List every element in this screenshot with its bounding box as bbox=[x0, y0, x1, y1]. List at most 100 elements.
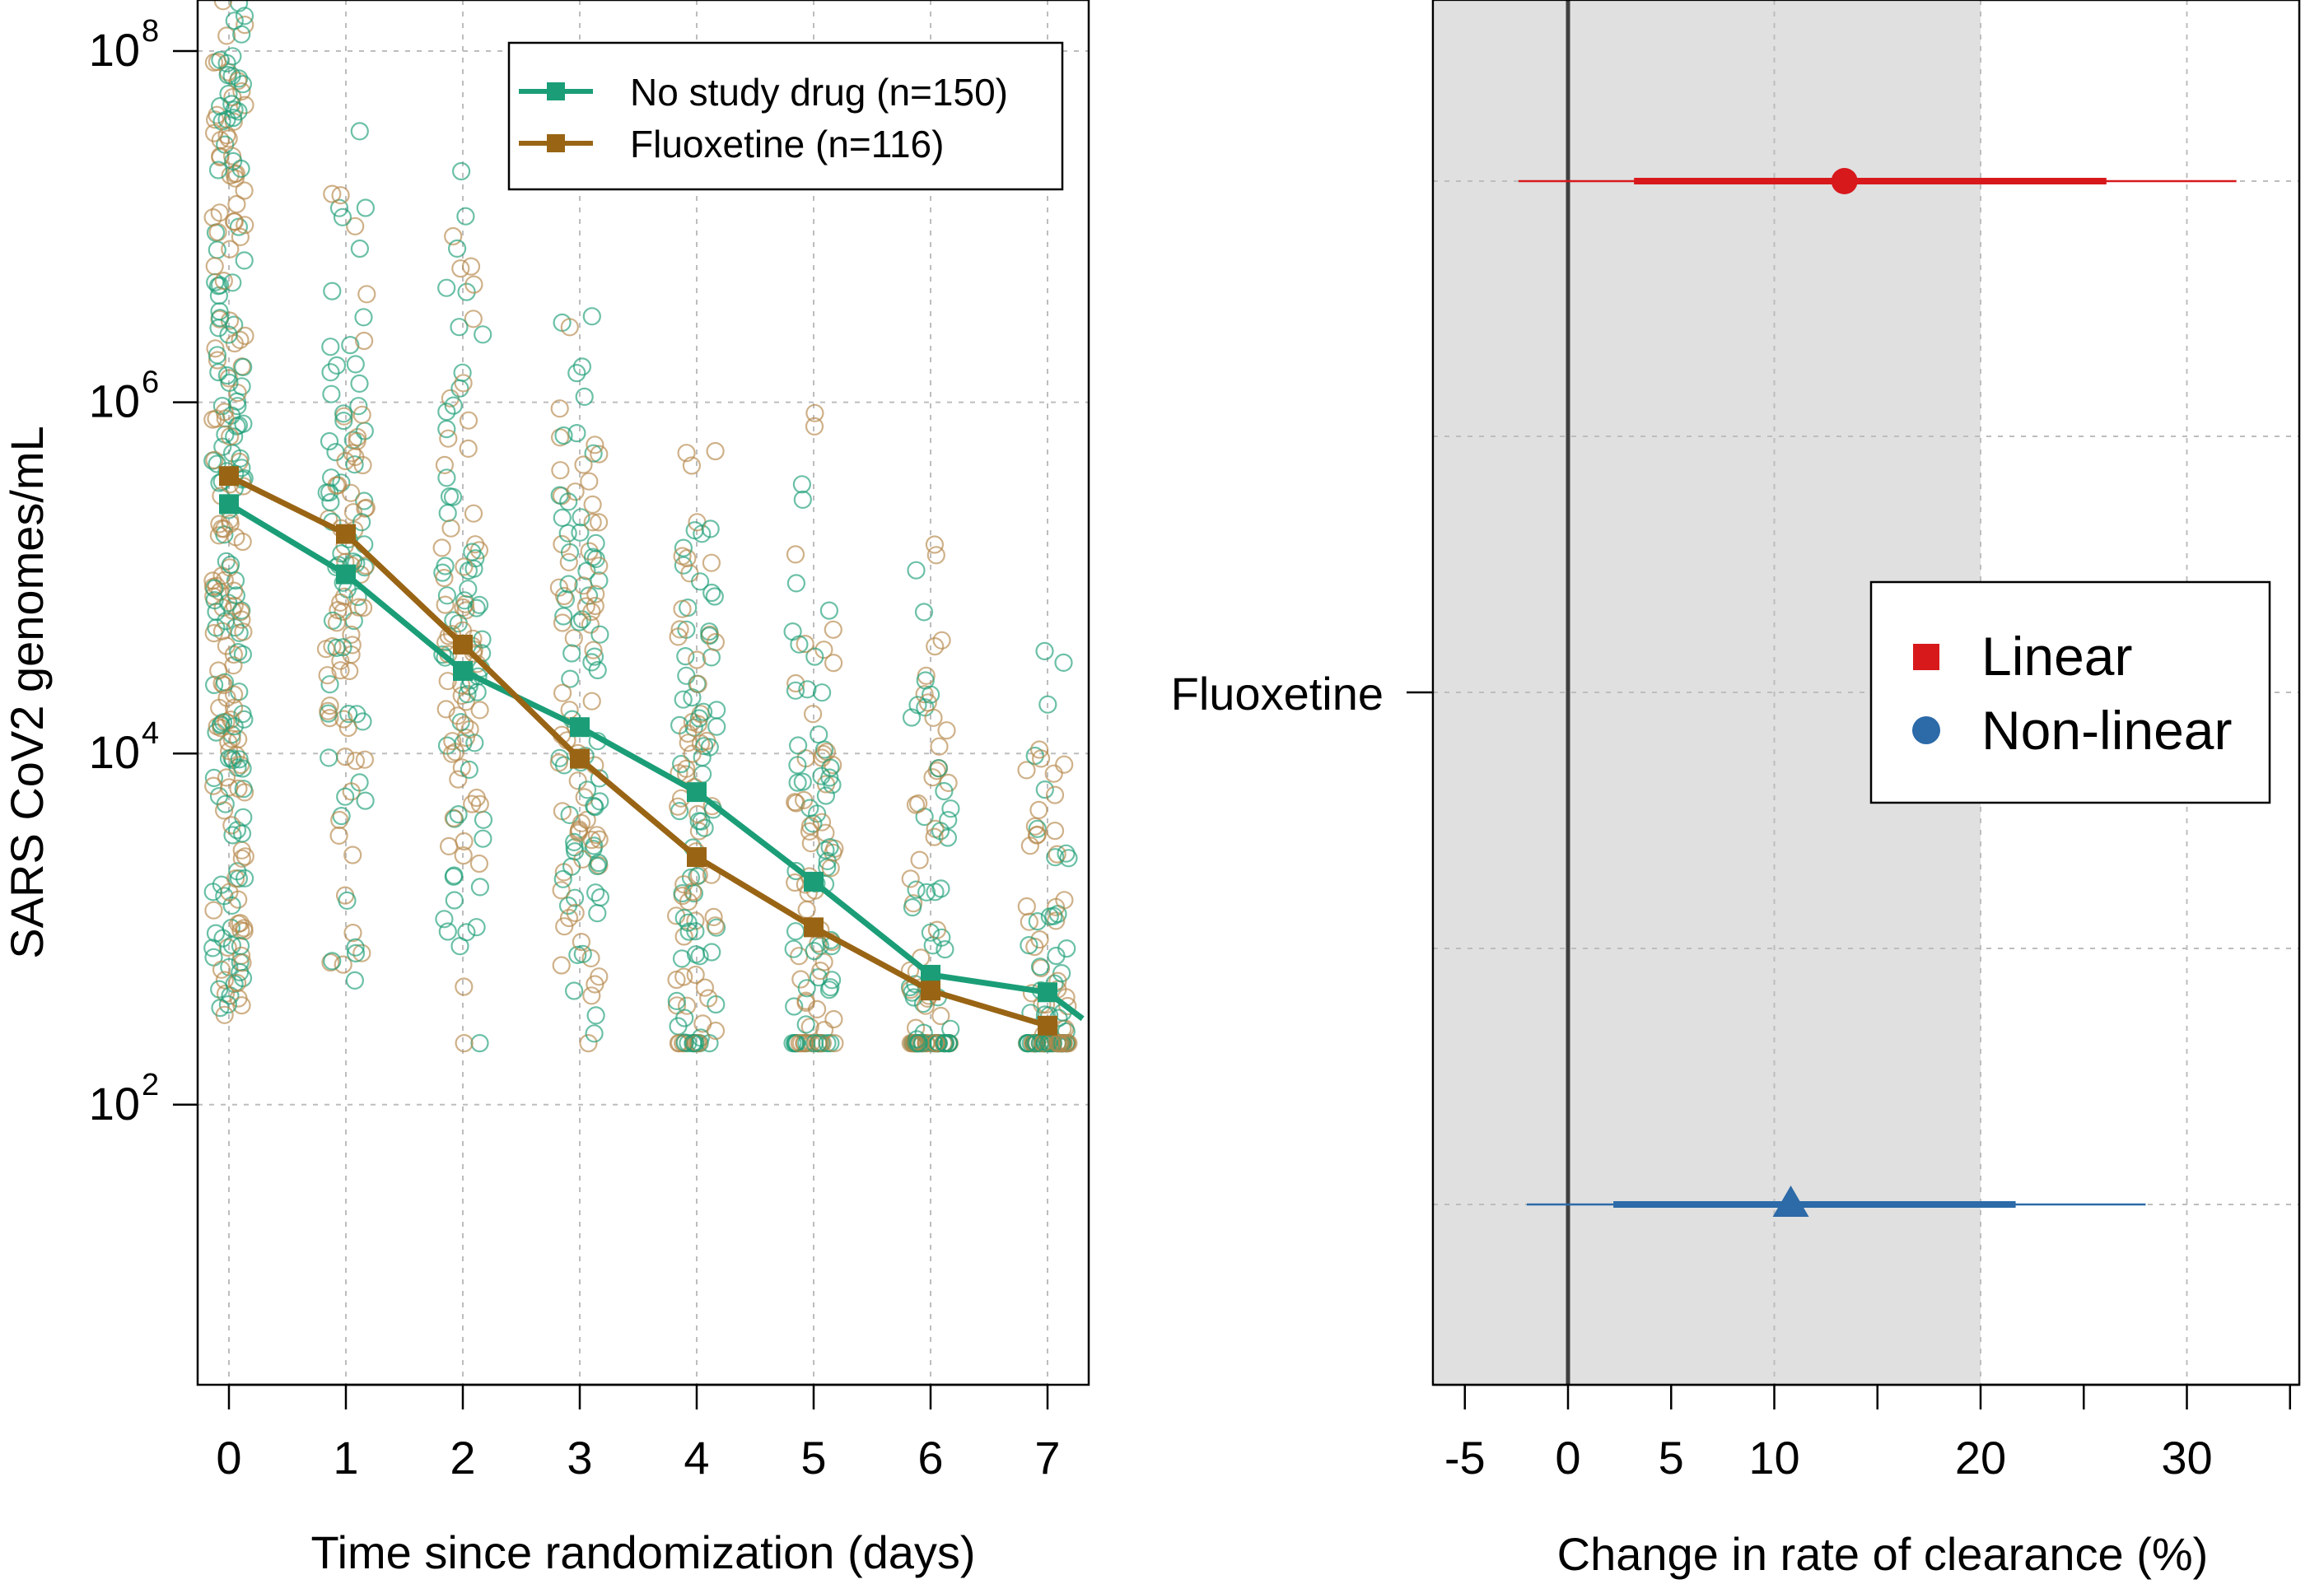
data-point bbox=[677, 444, 696, 463]
data-point bbox=[322, 468, 341, 487]
data-point bbox=[586, 883, 605, 902]
data-point bbox=[688, 650, 707, 669]
data-point bbox=[706, 1021, 726, 1041]
data-point bbox=[584, 444, 603, 463]
data-point bbox=[225, 685, 244, 704]
data-point bbox=[917, 883, 936, 901]
data-point bbox=[937, 721, 956, 740]
legend-marker-fluoxetine bbox=[547, 134, 565, 152]
data-point bbox=[677, 996, 697, 1015]
data-point bbox=[552, 881, 571, 900]
data-point bbox=[677, 759, 696, 778]
data-point bbox=[234, 357, 253, 376]
data-point bbox=[352, 513, 371, 532]
data-point bbox=[935, 1033, 954, 1053]
data-point bbox=[444, 867, 463, 886]
data-point bbox=[223, 273, 242, 292]
data-point bbox=[222, 555, 240, 575]
legend-label-non-linear: Non-linear bbox=[1981, 700, 2232, 761]
data-point bbox=[217, 636, 236, 655]
data-point bbox=[219, 325, 238, 344]
data-point bbox=[217, 126, 236, 145]
data-point bbox=[559, 492, 578, 511]
data-point bbox=[442, 625, 462, 644]
data-point bbox=[205, 450, 224, 470]
data-point bbox=[803, 705, 823, 724]
data-point bbox=[784, 939, 803, 958]
data-point bbox=[465, 535, 485, 554]
data-point bbox=[469, 854, 489, 874]
data-point bbox=[338, 718, 357, 738]
data-point bbox=[558, 524, 577, 543]
data-point bbox=[210, 980, 229, 999]
data-point bbox=[449, 804, 468, 824]
data-point bbox=[567, 423, 586, 443]
data-point bbox=[232, 995, 251, 1015]
right-x-axis-label: Change in rate of clearance (%) bbox=[1557, 1528, 2209, 1580]
data-point bbox=[554, 607, 573, 626]
data-point bbox=[467, 918, 486, 937]
data-point bbox=[204, 776, 223, 795]
data-point bbox=[673, 599, 692, 618]
data-point bbox=[549, 753, 568, 772]
data-point bbox=[1045, 821, 1065, 841]
data-point bbox=[321, 953, 340, 972]
data-point bbox=[584, 641, 603, 659]
left-legend: No study drug (n=150) Fluoxetine (n=116) bbox=[507, 41, 1064, 191]
data-point bbox=[346, 447, 365, 467]
right-x-tick-label: 0 bbox=[1555, 1432, 1580, 1484]
data-point bbox=[796, 1015, 815, 1034]
data-point bbox=[564, 981, 584, 1000]
data-point bbox=[812, 683, 832, 702]
data-point bbox=[918, 693, 937, 712]
data-point bbox=[586, 1006, 605, 1025]
data-point bbox=[345, 971, 364, 990]
data-point bbox=[590, 445, 609, 464]
data-point bbox=[564, 832, 584, 852]
data-point bbox=[318, 666, 337, 685]
data-point bbox=[448, 706, 467, 725]
data-point bbox=[926, 636, 945, 656]
data-point bbox=[797, 900, 816, 920]
data-point bbox=[460, 760, 478, 780]
data-point bbox=[210, 203, 229, 222]
data-point bbox=[690, 572, 710, 591]
data-point bbox=[218, 995, 237, 1014]
data-point bbox=[701, 519, 720, 538]
data-point bbox=[1026, 1033, 1046, 1053]
data-point bbox=[334, 404, 353, 423]
data-point bbox=[681, 868, 701, 888]
data-point bbox=[234, 414, 253, 433]
data-point bbox=[571, 523, 590, 542]
data-point bbox=[329, 198, 349, 217]
data-point bbox=[590, 830, 609, 849]
data-point bbox=[436, 648, 455, 667]
left-legend-box bbox=[507, 41, 1064, 191]
data-point bbox=[205, 123, 224, 142]
left-y-axis-label: SARS CoV2 genomes/mL bbox=[1, 426, 53, 958]
data-point bbox=[586, 436, 604, 454]
data-point bbox=[590, 888, 610, 907]
data-point bbox=[812, 813, 832, 832]
data-point bbox=[470, 701, 489, 720]
data-point bbox=[437, 403, 456, 422]
data-point bbox=[436, 700, 455, 719]
left-x-tick-label: 5 bbox=[800, 1432, 826, 1484]
data-point bbox=[925, 827, 944, 846]
data-point bbox=[551, 461, 570, 480]
data-point bbox=[216, 409, 235, 428]
data-point bbox=[334, 955, 352, 974]
row-label-fluoxetine: Fluoxetine bbox=[1171, 668, 1384, 720]
data-point bbox=[438, 504, 457, 523]
data-point bbox=[907, 880, 926, 899]
data-point bbox=[354, 598, 373, 617]
data-point bbox=[225, 12, 244, 30]
data-point bbox=[1035, 641, 1054, 661]
data-point bbox=[320, 431, 339, 451]
data-point bbox=[567, 364, 586, 383]
data-point bbox=[468, 683, 487, 701]
left-x-tick-label: 2 bbox=[450, 1432, 475, 1484]
data-point bbox=[206, 924, 226, 943]
data-point bbox=[555, 917, 574, 936]
data-point bbox=[577, 780, 597, 799]
